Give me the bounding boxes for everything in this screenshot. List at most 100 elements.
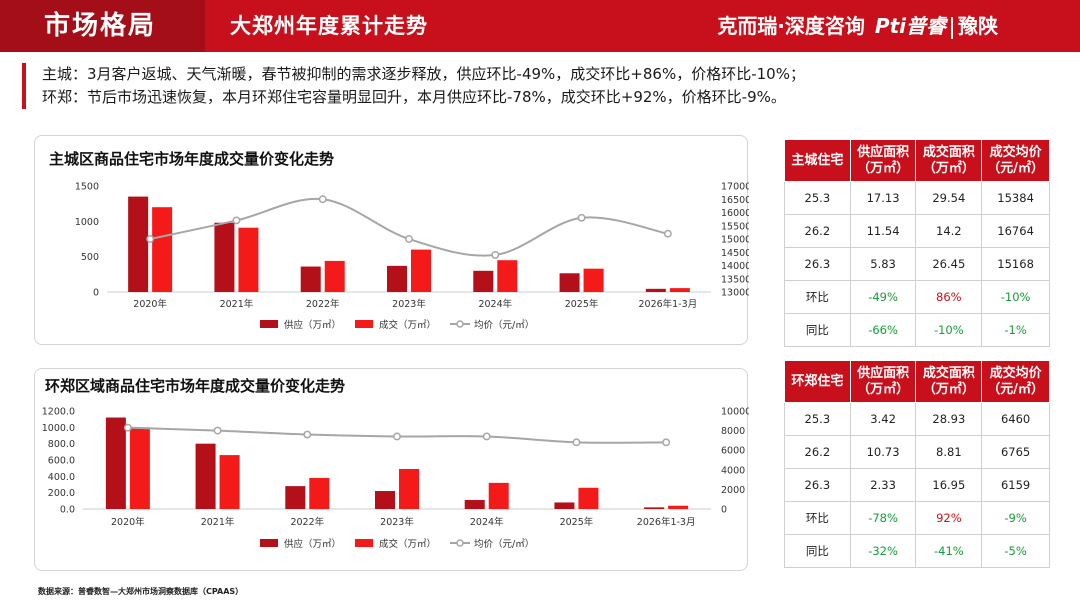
- supply-bar: [645, 288, 666, 292]
- table-cell: 25.3: [784, 402, 851, 436]
- y-right-tick-label: 15000: [721, 235, 749, 246]
- table-cell: 6159: [981, 468, 1050, 502]
- header-text: （万㎡）: [857, 160, 910, 176]
- header-text: 成交均价: [989, 365, 1042, 381]
- section-title: 市场格局: [0, 0, 205, 52]
- main-city-chart-panel: 主城区商品住宅市场年度成交量价变化走势 0 500 1000 1500 13000 135…: [34, 135, 749, 345]
- legend-label: 均价（元/㎡）: [474, 319, 534, 331]
- chart-legend: 供应（万㎡） 成交（万㎡） 均价（元/㎡）: [260, 538, 534, 550]
- supply-bar: [195, 443, 216, 509]
- deal-bar: [497, 260, 518, 292]
- table-header-cell: 供应面积 （万㎡）: [849, 139, 917, 182]
- y-right-tick-label: 14000: [721, 261, 749, 272]
- main-city-table: 主城住宅 供应面积 （万㎡） 成交面积 （万㎡） 成交均价 （元/㎡） 25.3 17.13 29…: [784, 139, 1050, 347]
- deal-bar: [411, 249, 431, 292]
- y-right-tick-label: 13500: [721, 274, 749, 285]
- legend-supply-swatch: [260, 539, 278, 547]
- table-cell: 11.54: [849, 214, 917, 248]
- table-cell: -66%: [849, 313, 917, 347]
- table-cell: -32%: [849, 534, 917, 568]
- legend-label: 供应（万㎡）: [284, 319, 341, 331]
- table-cell: 环比: [784, 280, 851, 314]
- header-text: 供应面积: [857, 144, 910, 160]
- price-point: [491, 250, 500, 259]
- price-point: [213, 426, 222, 435]
- y-left-tick-label: 1000.0: [42, 423, 75, 434]
- y-left-tick-label: 600.0: [48, 456, 75, 467]
- y-right-tick-label: 6000: [721, 446, 745, 457]
- supply-bar: [387, 265, 407, 292]
- y-right-tick-label: 16500: [721, 195, 749, 206]
- x-tick-label: 2020年: [111, 516, 145, 528]
- header-text: 成交面积: [922, 365, 975, 381]
- y-left-tick-label: 1000: [75, 217, 99, 228]
- header-text: （元/㎡）: [987, 160, 1044, 176]
- table-cell: -41%: [915, 534, 983, 568]
- table-row: 环比 -78% 92% -9%: [784, 501, 1050, 535]
- y-right-tick-label: 4000: [721, 465, 745, 476]
- table-cell: 26.2: [784, 214, 851, 248]
- deal-bar: [238, 227, 259, 292]
- supply-bar: [214, 222, 235, 292]
- summary-main-city: 主城：3月客户返城、天气渐暖，春节被抑制的需求逐步释放，供应环比-49%，成交环…: [42, 65, 805, 83]
- table-row: 26.2 11.54 14.2 16764: [784, 214, 1050, 248]
- y-left-tick-label: 0.0: [60, 505, 75, 516]
- price-point: [405, 235, 413, 243]
- x-tick-label: 2021年: [220, 298, 254, 310]
- y-left-tick-label: 400.0: [48, 472, 75, 483]
- legend-label: 成交（万㎡）: [379, 319, 436, 331]
- table-row: 环比 -49% 86% -10%: [784, 280, 1050, 314]
- price-point: [393, 432, 401, 441]
- header-text: 主城住宅: [791, 152, 844, 168]
- price-point: [572, 438, 581, 447]
- supply-bar: [300, 266, 321, 292]
- header-text: 环郑住宅: [791, 373, 844, 389]
- table-cell: -10%: [981, 280, 1050, 314]
- x-tick-label: 2022年: [306, 298, 340, 310]
- deal-bar: [578, 487, 599, 509]
- table-row: 26.2 10.73 8.81 6765: [784, 435, 1050, 469]
- chart-title: 环郑区域商品住宅市场年度成交量价变化走势: [45, 377, 346, 395]
- data-source-note: 数据来源：普睿数智—大郑州市场洞察数据库（CPAAS）: [38, 587, 244, 596]
- table-cell: 5.83: [849, 247, 917, 281]
- table-cell: 26.3: [784, 247, 851, 281]
- deal-bar: [324, 260, 345, 292]
- price-point: [303, 430, 312, 439]
- price-point: [232, 216, 241, 225]
- supply-bar: [473, 270, 494, 292]
- table-header-cell: 成交均价 （元/㎡）: [981, 360, 1050, 403]
- deal-bar: [668, 505, 689, 509]
- x-tick-label: 2023年: [392, 298, 426, 310]
- table-cell: 92%: [915, 501, 983, 535]
- y-right-tick-label: 14500: [721, 248, 749, 259]
- table-cell: 17.13: [849, 181, 917, 215]
- header-bar: 市场格局 大郑州年度累计走势 克而瑞·深度咨询 Pti普睿 豫陕: [0, 0, 1080, 52]
- brand-block: 克而瑞·深度咨询 Pti普睿 豫陕: [717, 0, 998, 52]
- header-text: （万㎡）: [922, 160, 975, 176]
- x-tick-label: 2021年: [201, 516, 235, 528]
- deal-bar: [219, 455, 240, 509]
- y-left-tick-label: 1500: [75, 182, 99, 193]
- page-subtitle: 大郑州年度累计走势: [230, 14, 428, 38]
- x-tick-label: 2026年1-3月: [639, 298, 698, 310]
- summary-ring-zheng: 环郑：节后市场迅速恢复，本月环郑住宅容量明显回升，本月供应环比-78%，成交环比…: [42, 88, 786, 106]
- ring-zheng-chart: 0.0 200.0 400.0 600.0 800.0 1000.0 1200.0 0 2000…: [42, 407, 749, 551]
- deal-bar: [129, 427, 150, 509]
- price-point: [663, 229, 672, 238]
- y-left-tick-label: 200.0: [48, 488, 75, 499]
- table-header-cell: 成交面积 （万㎡）: [915, 360, 983, 403]
- table-header-cell: 环郑住宅: [784, 360, 851, 403]
- x-tick-label: 2020年: [133, 298, 167, 310]
- y-right-tick-label: 13000: [721, 288, 749, 299]
- deal-bar: [669, 288, 690, 292]
- price-point: [577, 213, 586, 222]
- brand-name: 克而瑞·深度咨询: [717, 14, 865, 38]
- price-point: [662, 438, 671, 447]
- legend-price-marker: [456, 320, 464, 328]
- supply-bar: [105, 417, 126, 509]
- table-header-cell: 成交面积 （万㎡）: [915, 139, 983, 182]
- table-cell: 环比: [784, 501, 851, 535]
- brand-region: 豫陕: [958, 14, 998, 38]
- table-cell: 26.3: [784, 468, 851, 502]
- table-cell: 2.33: [849, 468, 917, 502]
